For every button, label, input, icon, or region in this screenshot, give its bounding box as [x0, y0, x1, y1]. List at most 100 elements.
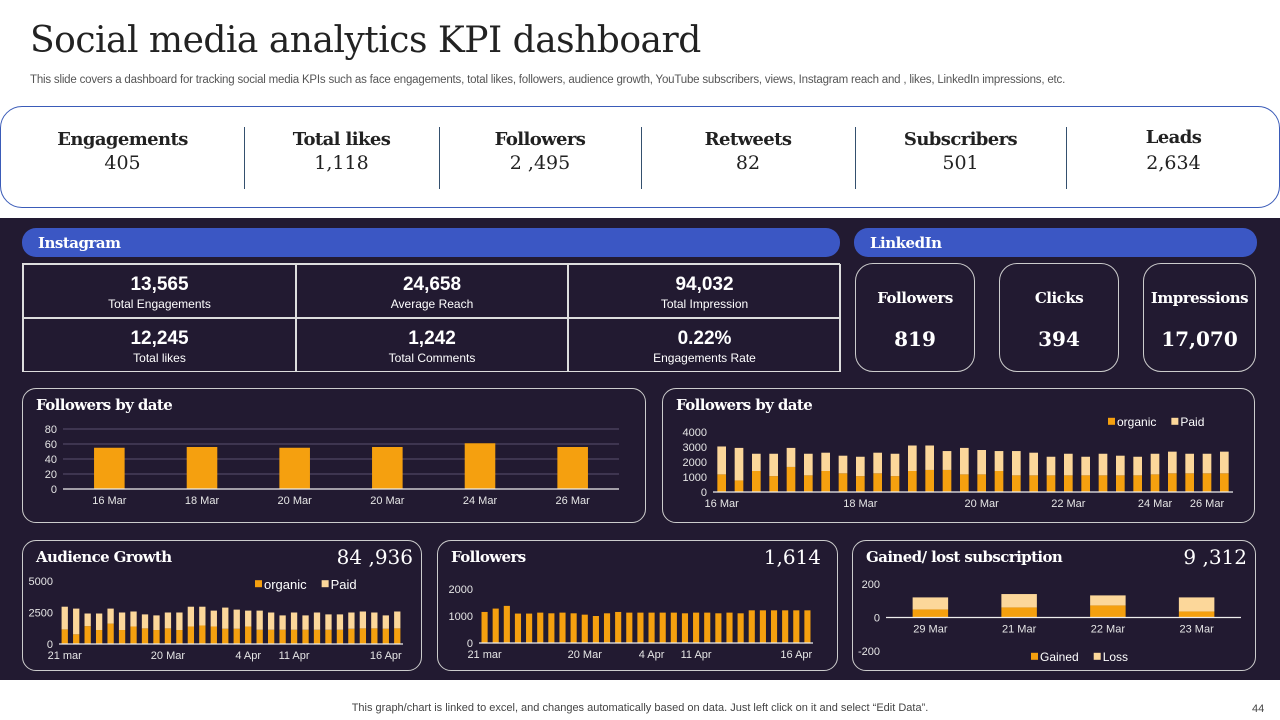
x-tick-label: 23 Mar — [1180, 624, 1215, 636]
bar-paid — [994, 451, 1004, 471]
bar-organic — [1081, 475, 1090, 492]
legend-swatch — [1093, 652, 1101, 660]
metric-label: Total Engagements — [108, 297, 211, 311]
bar-value — [681, 613, 689, 643]
page-number: 44 — [1252, 703, 1265, 715]
bar-organic — [1098, 475, 1108, 492]
bar-paid — [1168, 451, 1177, 474]
x-tick-label: 21 Mar — [1002, 624, 1037, 636]
y-tick-label: 40 — [45, 454, 57, 466]
bar-paid — [73, 608, 80, 635]
kpi-value: 405 — [104, 152, 141, 174]
x-tick-label: 16 Mar — [705, 498, 740, 510]
bar-paid — [1220, 451, 1229, 474]
legend-swatch — [255, 580, 262, 588]
bar-organic — [107, 623, 114, 644]
bar-organic — [1064, 475, 1073, 492]
y-tick-label: 1000 — [449, 611, 473, 623]
bar-value — [782, 610, 789, 643]
x-tick-label: 26 Mar — [556, 495, 591, 507]
bar-paid — [1133, 456, 1142, 476]
bar-paid — [856, 456, 865, 477]
bar-value — [748, 610, 755, 643]
y-tick-label: 0 — [51, 484, 57, 496]
legend-label: Loss — [1103, 650, 1128, 664]
metric-value: 0.22% — [677, 328, 732, 349]
y-tick-label: 0 — [701, 487, 707, 499]
bar-paid — [107, 608, 114, 624]
bar-paid — [873, 452, 882, 474]
bar-paid — [382, 615, 389, 629]
bar-loss — [1001, 594, 1037, 608]
bar-organic — [61, 629, 68, 644]
bar-value — [737, 613, 744, 643]
kpi-label: Engagements — [57, 129, 188, 150]
bar-organic — [994, 471, 1004, 492]
kpi-label: Subscribers — [903, 129, 1018, 150]
kpi-value: 501 — [942, 152, 979, 174]
y-tick-label: 3000 — [683, 442, 707, 454]
kpi-value: 2,634 — [1146, 152, 1201, 174]
bar-value — [726, 612, 733, 643]
metric-total-comments: 1,242 Total Comments — [296, 318, 568, 372]
y-tick-label: 80 — [45, 424, 57, 436]
metric-label: Clicks — [1034, 289, 1084, 307]
bar-organic — [176, 630, 183, 644]
y-tick-label: 200 — [862, 579, 880, 591]
bar-value — [693, 612, 700, 643]
x-tick-label: 22 Mar — [1091, 624, 1126, 636]
bar-value — [548, 613, 555, 643]
bar-paid — [348, 612, 355, 629]
legend-label: Paid — [1180, 415, 1204, 429]
bar-organic — [336, 629, 344, 644]
metric-total-impression: 94,032 Total Impression — [568, 264, 841, 318]
kpi-label: Followers — [494, 129, 586, 150]
bar-organic — [359, 628, 367, 644]
bar-organic — [302, 629, 309, 644]
y-tick-label: 60 — [45, 439, 57, 451]
metric-average-reach: 24,658 Average Reach — [296, 264, 568, 318]
kpi-total-likes: Total likes 1,118 — [244, 107, 439, 207]
bar-paid — [734, 447, 744, 481]
bar-value — [526, 613, 533, 643]
followers-by-date-stacked-chart: 0 1000 2000 3000 4000 16 Mar 18 Mar 20 Mar 22 Ma… — [683, 415, 1233, 510]
kpi-leads: Leads 2,634 — [1066, 107, 1280, 207]
bar-organic — [313, 629, 321, 644]
x-tick-label: 20 Mar — [965, 498, 1000, 510]
bar-paid — [164, 612, 172, 629]
bar-paid — [233, 609, 240, 629]
metric-value: 1,242 — [408, 328, 456, 349]
linkedin-followers-card: Followers 819 — [855, 263, 975, 372]
x-tick-label: 20 Mar — [568, 649, 603, 661]
x-tick-label: 11 Apr — [279, 650, 310, 662]
chart-headline-value: 84 ,936 — [336, 545, 413, 569]
linkedin-header: LinkedIn — [854, 228, 1257, 257]
y-tick-label: 0 — [467, 638, 473, 650]
bar-paid — [95, 613, 103, 631]
y-tick-label: 2000 — [449, 584, 473, 596]
x-tick-label: 20 Mar — [278, 495, 313, 507]
kpi-value: 1,118 — [314, 152, 369, 174]
bar-gained — [1001, 607, 1037, 618]
y-tick-label: 0 — [47, 639, 53, 651]
bar-paid — [199, 606, 206, 626]
bar-organic — [118, 630, 126, 644]
bar-value — [793, 610, 800, 643]
bar-organic — [84, 626, 91, 644]
bar-organic — [873, 473, 882, 492]
chart-card-followers-by-date-instagram: 0 20 40 60 80 16 Mar 18 Mar 20 Mar 20 Mar 24 Mar 2… — [22, 388, 646, 523]
bar-value — [592, 616, 599, 643]
bar-organic — [734, 480, 744, 492]
chart-title: Gained/ lost subscription — [866, 548, 1063, 566]
kpi-value: 2 ,495 — [509, 152, 571, 174]
divider — [439, 127, 440, 189]
bar-organic — [290, 629, 298, 644]
metric-label: Engagements Rate — [653, 351, 756, 365]
bar-organic — [1220, 473, 1229, 492]
kpi-label: Leads — [1145, 127, 1202, 148]
bar-loss — [912, 597, 949, 610]
bar-organic — [325, 629, 332, 644]
bar-value — [626, 612, 633, 643]
metric-label: Total likes — [133, 351, 186, 365]
bar-organic — [164, 628, 172, 644]
